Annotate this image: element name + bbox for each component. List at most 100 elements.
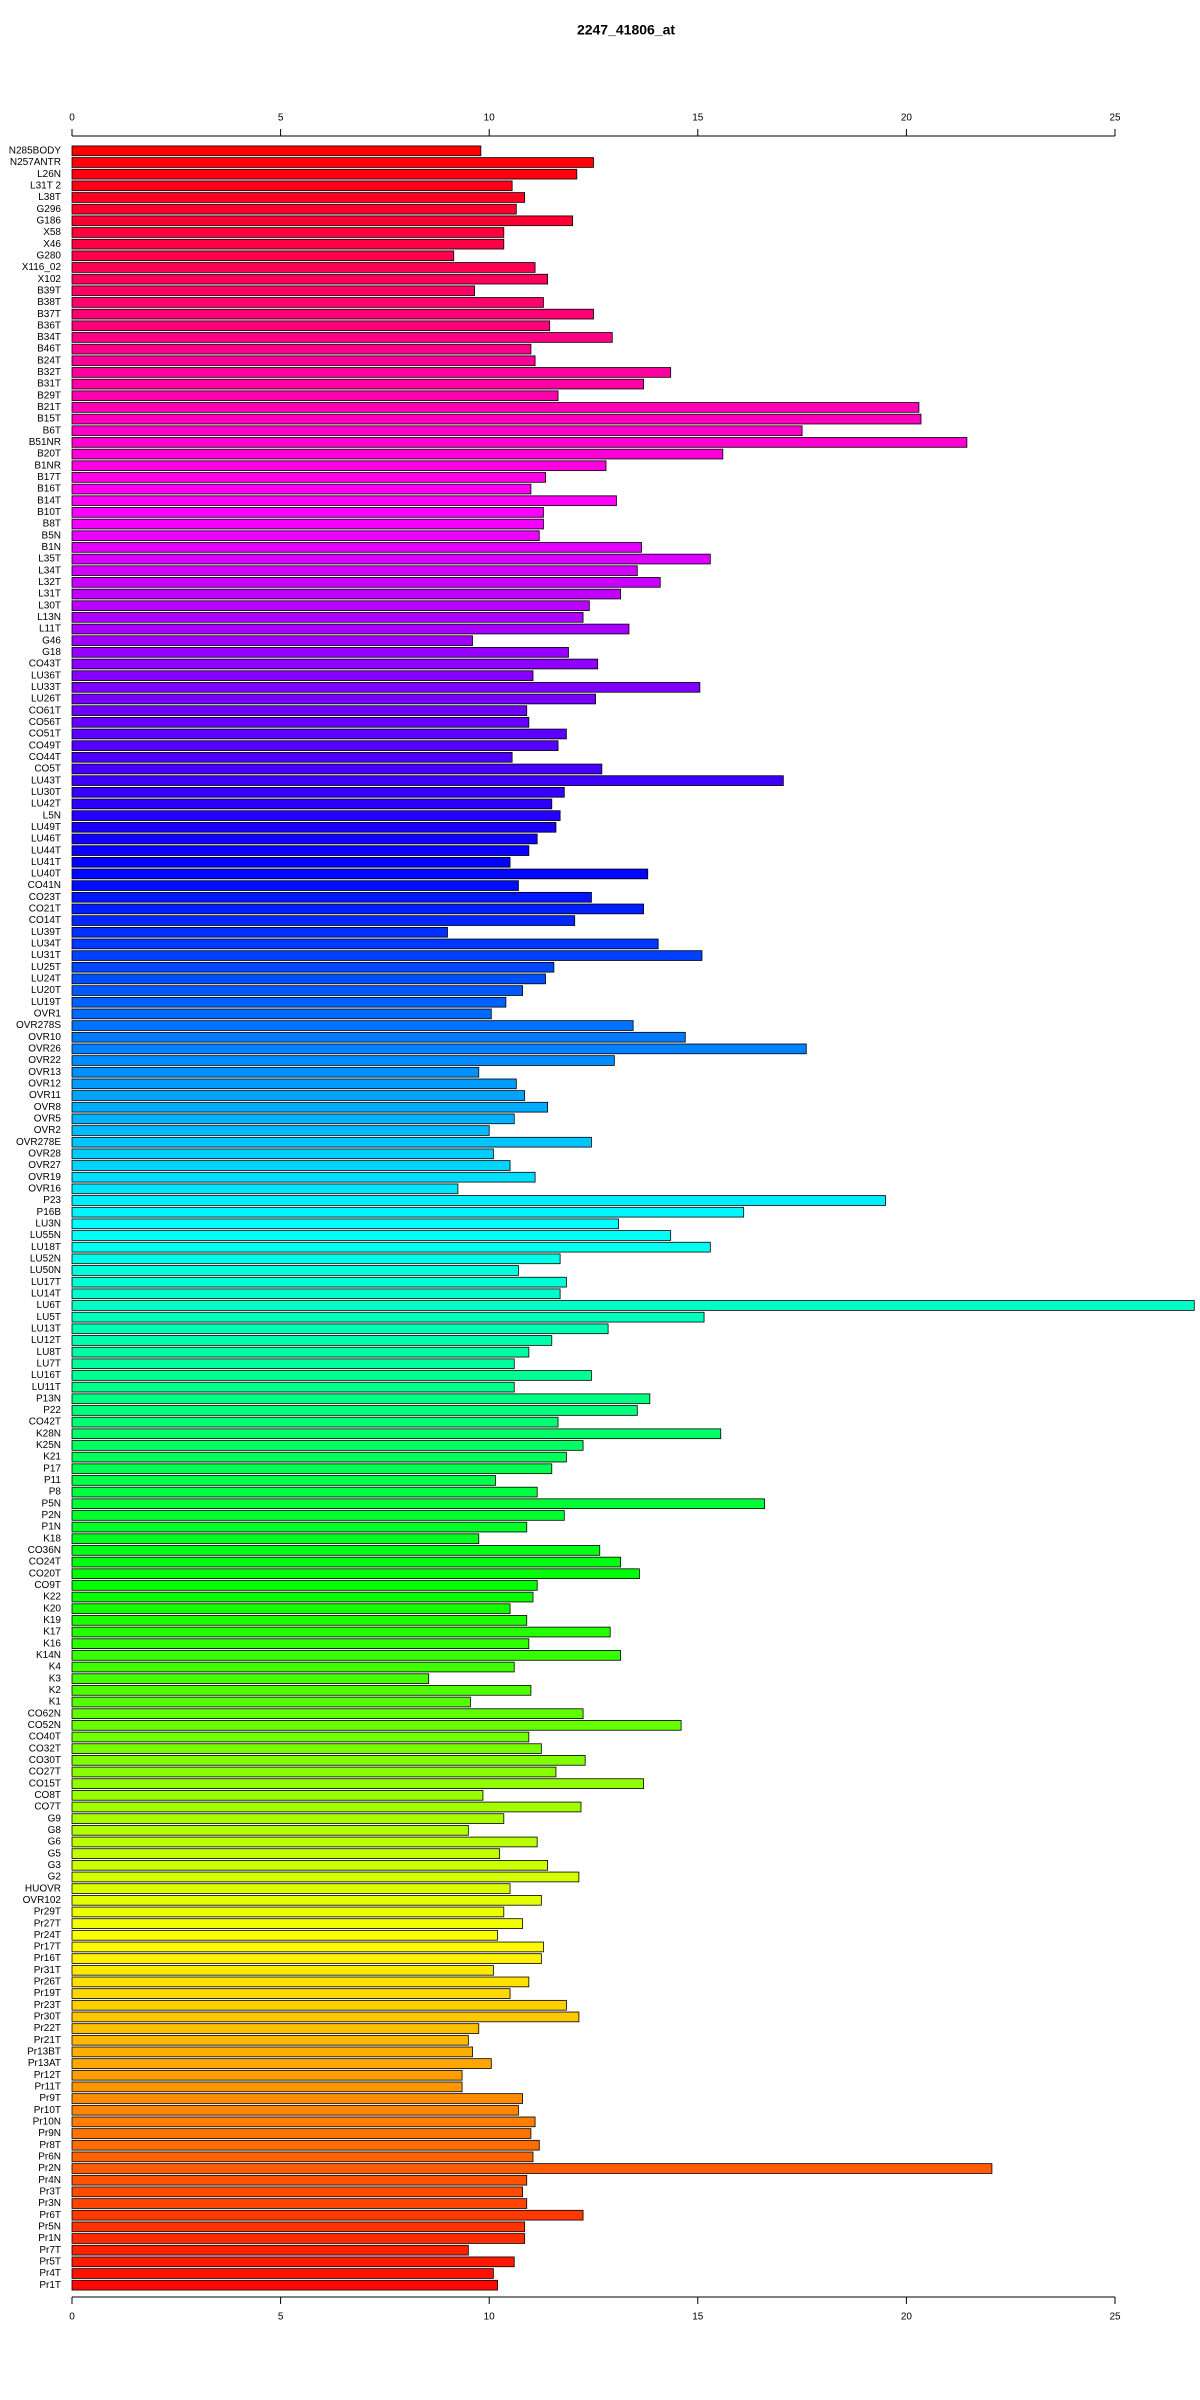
bar xyxy=(71,821,557,833)
y-tick-label: Pr30T xyxy=(34,2012,61,2023)
y-tick-label: OVR13 xyxy=(28,1067,61,1078)
y-tick-label: K14N xyxy=(36,1650,61,1661)
bar xyxy=(71,798,553,810)
bar xyxy=(71,1218,619,1230)
y-tick-label: X102 xyxy=(38,274,62,285)
y-tick-label: G296 xyxy=(37,204,62,215)
y-tick-label: LU50N xyxy=(30,1265,61,1276)
bar xyxy=(71,1836,538,1848)
bar xyxy=(71,2256,515,2268)
bar xyxy=(71,1043,807,1055)
bar xyxy=(71,1230,672,1241)
y-tick-label: Pr10N xyxy=(33,2117,61,2128)
bar xyxy=(71,1311,705,1323)
bar xyxy=(71,1323,609,1335)
bar xyxy=(71,2116,536,2128)
y-tick-label: B37T xyxy=(37,309,61,320)
bar xyxy=(71,1964,494,1976)
y-tick-label: P22 xyxy=(43,1405,61,1416)
y-tick-label: CO20T xyxy=(29,1568,61,1579)
y-tick-label: G46 xyxy=(42,635,61,646)
y-tick-label: P23 xyxy=(43,1195,61,1206)
y-tick-label: CO9T xyxy=(34,1580,61,1591)
bar xyxy=(71,2209,584,2221)
y-tick-label: LU20T xyxy=(31,985,61,996)
bar xyxy=(71,1591,534,1603)
y-tick-label: K25N xyxy=(36,1440,61,1451)
bar xyxy=(71,1300,1195,1311)
bar xyxy=(71,670,534,681)
y-tick-label: Pr6T xyxy=(39,2210,61,2221)
bar xyxy=(71,1090,526,1101)
x-tick-label: 10 xyxy=(484,113,496,124)
y-tick-label: CO27T xyxy=(29,1767,61,1778)
y-tick-label: LU7T xyxy=(37,1358,61,1369)
y-tick-label: K2 xyxy=(49,1685,62,1696)
y-tick-label: LU14T xyxy=(31,1288,61,1299)
y-tick-label: OVR5 xyxy=(34,1114,62,1125)
y-tick-label: CO14T xyxy=(29,915,61,926)
bar xyxy=(71,1148,494,1160)
bar xyxy=(71,472,546,483)
x-tick-label: 20 xyxy=(901,2312,913,2323)
bar xyxy=(71,728,567,740)
y-tick-label: K1 xyxy=(49,1697,62,1708)
y-tick-label: CO62N xyxy=(28,1708,61,1719)
bar xyxy=(71,635,473,646)
y-tick-label: L11T xyxy=(39,624,61,635)
bar xyxy=(71,227,505,238)
bar xyxy=(71,2198,528,2209)
y-tick-label: G18 xyxy=(42,647,61,658)
bar xyxy=(71,1685,532,1696)
bar xyxy=(71,1708,584,1719)
bar xyxy=(71,891,592,903)
bar xyxy=(71,623,630,635)
y-tick-label: CO56T xyxy=(29,717,61,728)
bar xyxy=(71,390,559,402)
y-tick-label: Pr19T xyxy=(34,1988,61,1999)
y-tick-label: B36T xyxy=(37,320,61,331)
bar xyxy=(71,1766,557,1778)
bar xyxy=(71,950,703,961)
y-tick-label: X116_02 xyxy=(22,262,62,273)
bar xyxy=(71,2221,526,2233)
y-tick-label: K3 xyxy=(49,1673,62,1684)
x-tick-label: 25 xyxy=(1109,113,1121,124)
bar xyxy=(71,1801,582,1813)
y-tick-label: Pr6N xyxy=(38,2152,61,2163)
y-tick-label: OVR8 xyxy=(34,1102,62,1113)
y-tick-label: OVR1 xyxy=(34,1009,62,1020)
bar xyxy=(71,343,532,355)
bar xyxy=(71,577,661,588)
bar xyxy=(71,565,638,576)
y-tick-label: B34T xyxy=(37,332,61,343)
bar xyxy=(71,542,642,553)
y-tick-label: CO36N xyxy=(28,1545,61,1556)
bar xyxy=(71,320,551,332)
bar xyxy=(71,1416,559,1428)
bar xyxy=(71,425,803,437)
bar xyxy=(71,1615,528,1626)
bar xyxy=(71,1451,567,1463)
y-tick-label: B17T xyxy=(37,472,61,483)
bar xyxy=(71,1976,530,1988)
bar xyxy=(71,1078,517,1090)
bar xyxy=(71,1755,586,1766)
y-tick-label: OVR11 xyxy=(29,1090,61,1101)
y-tick-label: LU26T xyxy=(31,694,61,705)
bar xyxy=(71,1871,580,1883)
y-tick-label: LU40T xyxy=(31,869,61,880)
y-tick-label: G9 xyxy=(48,1813,62,1824)
bar xyxy=(71,705,528,716)
bar xyxy=(71,1241,711,1253)
bar xyxy=(71,588,622,600)
y-tick-label: B14T xyxy=(37,495,61,506)
y-tick-label: Pr26T xyxy=(34,1977,61,1988)
y-tick-label: LU6T xyxy=(37,1300,61,1311)
y-tick-label: LU33T xyxy=(31,682,61,693)
bar xyxy=(71,1953,542,1964)
y-tick-label: OVR22 xyxy=(28,1055,61,1066)
y-tick-label: OVR19 xyxy=(28,1172,61,1183)
y-tick-label: CO24T xyxy=(29,1557,61,1568)
y-tick-label: OVR27 xyxy=(28,1160,61,1171)
